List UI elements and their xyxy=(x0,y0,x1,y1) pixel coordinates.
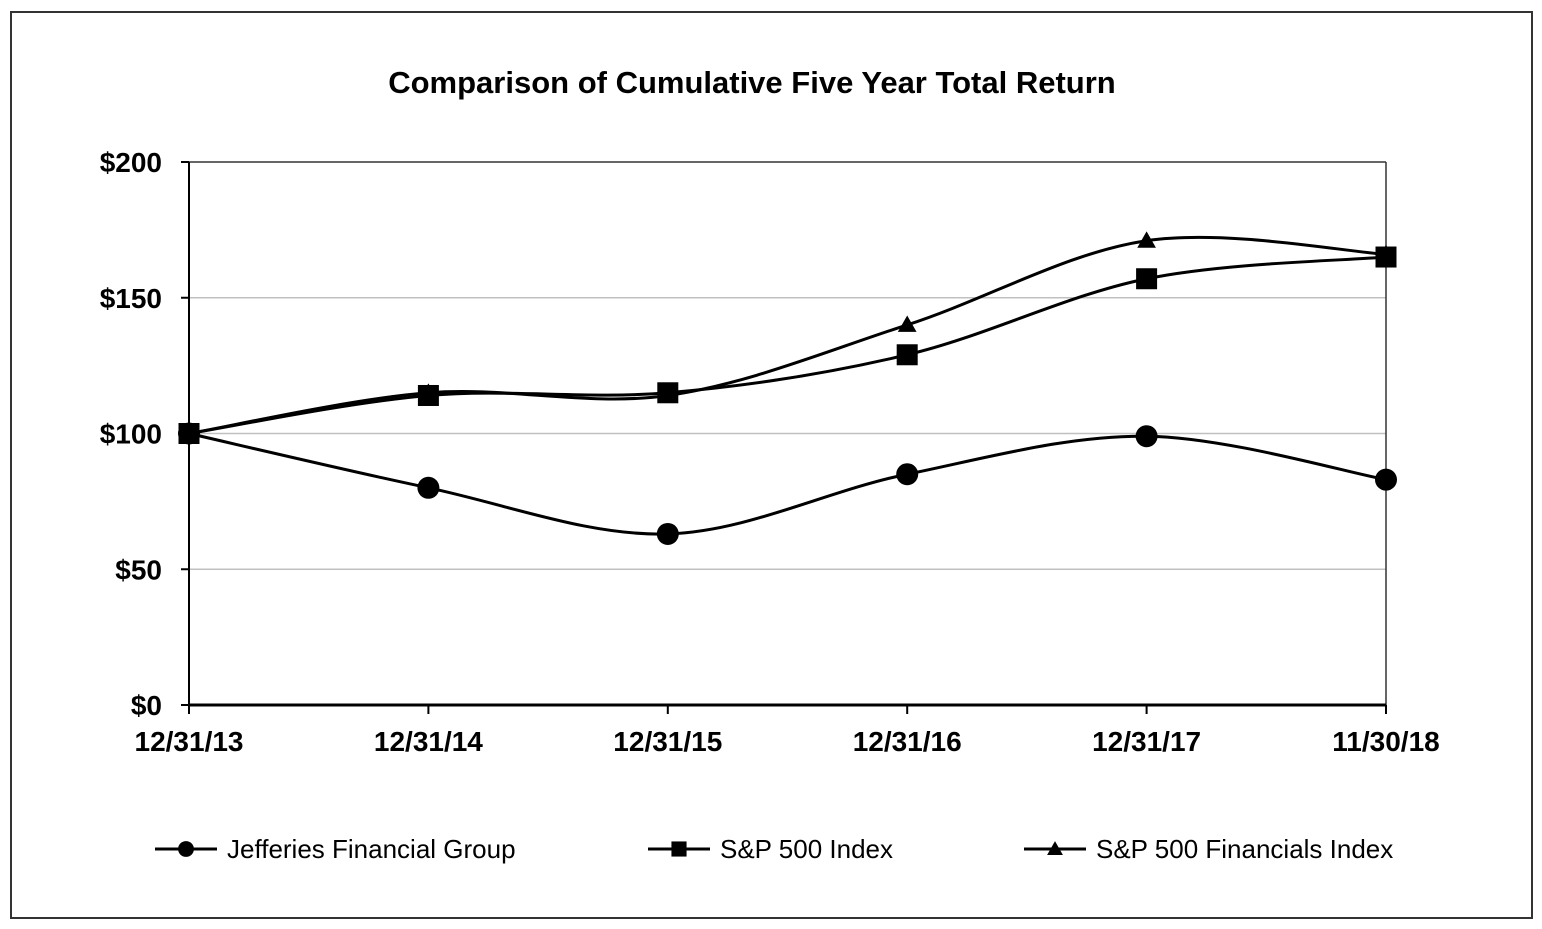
x-tick-label-5: 11/30/18 xyxy=(1332,726,1439,757)
chart-title: Comparison of Cumulative Five Year Total… xyxy=(388,65,1116,100)
data-point-s-p-500-financials-index-4 xyxy=(1137,231,1156,248)
legend-marker-s-p-500-financials-index xyxy=(1047,841,1063,855)
series-line-s-p-500-financials-index xyxy=(188,235,1387,435)
legend: Jefferies Financial Group S&P 500 Index S&… xyxy=(155,834,1393,864)
data-point-jefferies-financial-group-4 xyxy=(1135,425,1158,448)
y-tick-label-3: $150 xyxy=(100,283,162,314)
series-line-s-p-500-index xyxy=(188,255,1387,435)
y-tick-label-4: $200 xyxy=(100,147,162,178)
x-tick-label-0: 12/31/13 xyxy=(135,726,244,757)
gridlines xyxy=(189,297,1386,570)
y-tick-label-1: $50 xyxy=(115,554,162,585)
legend-label-s-p-500-index: S&P 500 Index xyxy=(720,834,893,864)
data-point-s-p-500-index-1 xyxy=(417,384,439,406)
series-jefferies-financial-group xyxy=(178,422,1397,545)
series-s-p-500-financials-index xyxy=(179,231,1396,441)
x-tick-label-3: 12/31/16 xyxy=(853,726,962,757)
data-point-jefferies-financial-group-2 xyxy=(656,522,679,545)
axes: $0 $50 $100 $150 $200 12/31/13 12/31/14 12/31/1… xyxy=(100,147,1440,757)
y-tick-label-0: $0 xyxy=(131,690,162,721)
data-point-jefferies-financial-group-0 xyxy=(178,422,200,445)
legend-label-jefferies-financial-group: Jefferies Financial Group xyxy=(227,834,516,864)
x-tick-label-1: 12/31/14 xyxy=(374,726,483,757)
data-point-s-p-500-financials-index-3 xyxy=(897,315,917,332)
data-point-s-p-500-index-5 xyxy=(1375,246,1397,268)
series-lines xyxy=(178,231,1397,545)
data-point-jefferies-financial-group-1 xyxy=(417,476,440,499)
y-tick-label-2: $100 xyxy=(100,419,162,450)
series-line-jefferies-financial-group xyxy=(188,432,1387,536)
series-s-p-500-index xyxy=(178,246,1397,444)
legend-item-jefferies-financial-group: Jefferies Financial Group xyxy=(155,834,516,864)
data-point-s-p-500-index-4 xyxy=(1136,268,1158,290)
legend-marker-s-p-500-index xyxy=(671,841,687,857)
x-tick-label-2: 12/31/15 xyxy=(613,726,722,757)
data-point-s-p-500-index-3 xyxy=(896,344,918,366)
x-tick-label-4: 12/31/17 xyxy=(1092,726,1201,757)
legend-marker-jefferies-financial-group xyxy=(178,841,194,857)
legend-label-s-p-500-financials-index: S&P 500 Financials Index xyxy=(1096,834,1393,864)
data-point-s-p-500-index-2 xyxy=(657,382,679,404)
data-point-jefferies-financial-group-5 xyxy=(1375,468,1397,491)
legend-item-s-p-500-index: S&P 500 Index xyxy=(648,834,893,864)
data-point-jefferies-financial-group-3 xyxy=(896,463,919,486)
legend-item-s-p-500-financials-index: S&P 500 Financials Index xyxy=(1024,834,1393,864)
